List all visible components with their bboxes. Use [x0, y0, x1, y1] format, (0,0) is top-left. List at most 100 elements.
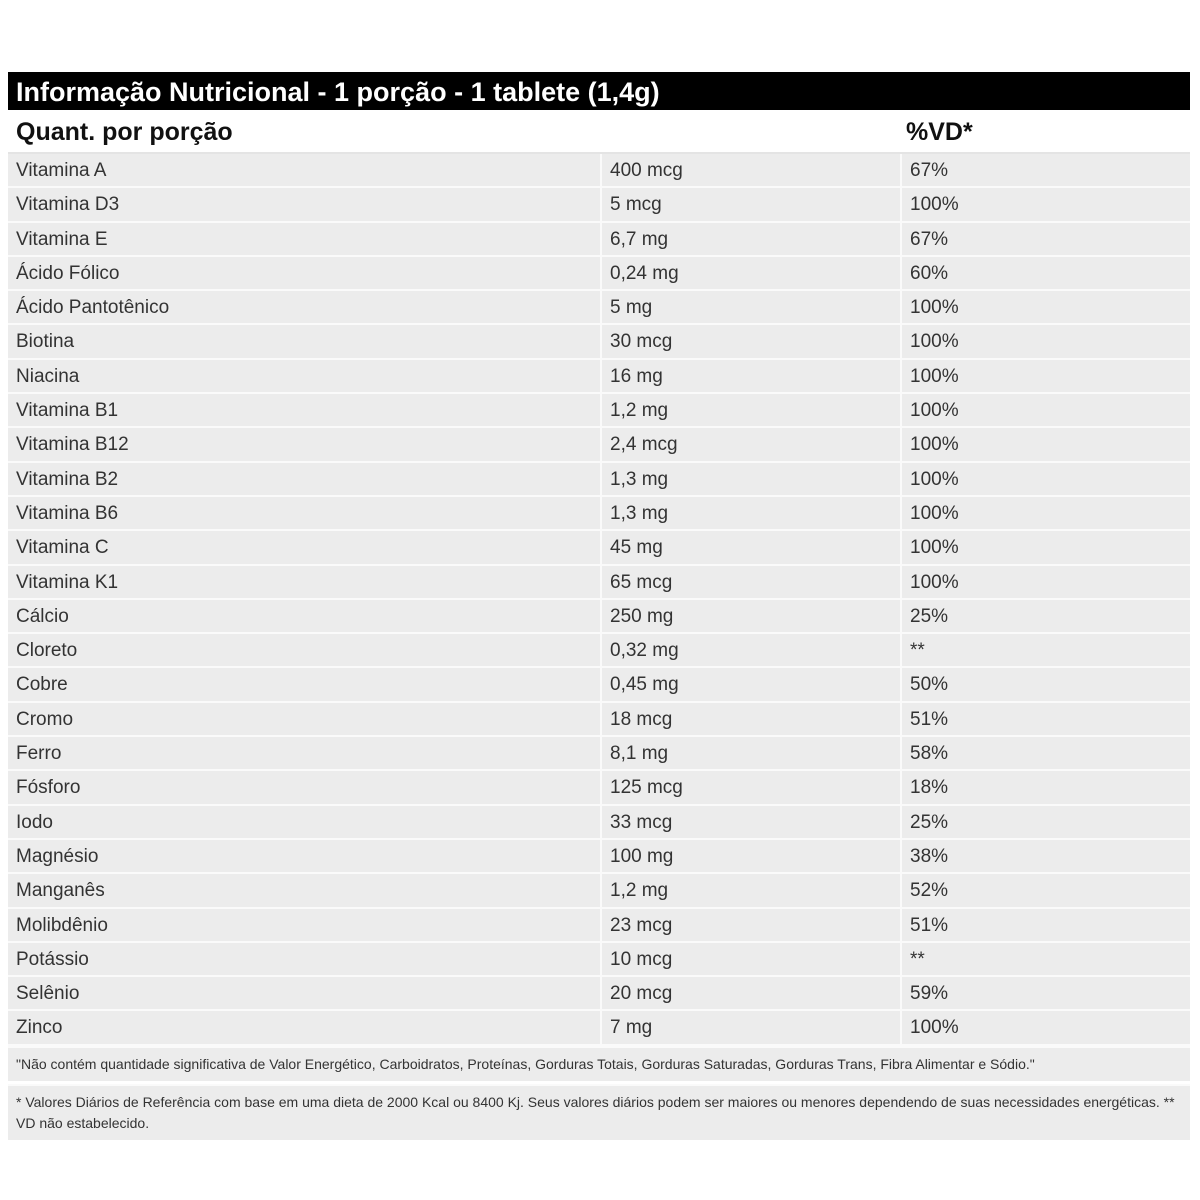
nutrient-amount: 400 mcg — [600, 154, 900, 187]
table-row: Vitamina E 6,7 mg 67% — [8, 222, 1190, 257]
table-row: Cobre 0,45 mg 50% — [8, 668, 1190, 703]
header-vd: %VD* — [906, 118, 973, 146]
nutrient-amount: 18 mcg — [600, 702, 900, 736]
nutrient-amount: 1,3 mg — [600, 496, 900, 530]
nutrient-amount: 16 mg — [600, 359, 900, 393]
nutrient-vd: 100% — [900, 462, 1190, 495]
nutrient-name: Cromo — [16, 708, 74, 730]
nutrient-amount: 125 mcg — [600, 771, 900, 804]
nutrition-table: Informação Nutricional - 1 porção - 1 ta… — [8, 72, 1190, 1140]
table-row: Cromo 18 mcg 51% — [8, 702, 1190, 738]
nutrient-vd: 58% — [900, 737, 1190, 770]
table-row: Ácido Fólico 0,24 mg 60% — [8, 256, 1190, 292]
nutrient-amount: 6,7 mg — [600, 222, 900, 255]
table-row: Vitamina C 45 mg 100% — [8, 531, 1190, 566]
nutrient-amount: 7 mg — [600, 1011, 900, 1044]
nutrient-amount: 5 mcg — [600, 188, 900, 221]
nutrient-name: Potássio — [16, 948, 89, 970]
nutrient-vd: 100% — [900, 325, 1190, 358]
nutrient-amount: 100 mg — [600, 839, 900, 873]
nutrient-name: Vitamina E — [16, 228, 108, 250]
nutrient-name: Ácido Pantotênico — [16, 297, 170, 319]
nutrient-vd: 100% — [900, 394, 1190, 427]
nutrient-amount: 45 mg — [600, 531, 900, 564]
nutrient-amount: 20 mcg — [600, 977, 900, 1010]
nutrient-vd: 38% — [900, 839, 1190, 873]
nutrient-vd: 51% — [900, 702, 1190, 736]
header-quantity: Quant. por porção — [16, 118, 233, 146]
nutrient-amount: 250 mg — [600, 599, 900, 633]
table-row: Vitamina K1 65 mcg 100% — [8, 565, 1190, 600]
nutrient-amount: 1,2 mg — [600, 394, 900, 427]
nutrient-amount: 0,45 mg — [600, 668, 900, 701]
nutrient-vd: 25% — [900, 599, 1190, 633]
nutrient-name: Zinco — [16, 1017, 63, 1039]
nutrient-amount: 0,24 mg — [600, 256, 900, 290]
nutrient-name: Vitamina A — [16, 160, 107, 181]
table-row: Cálcio 250 mg 25% — [8, 599, 1190, 635]
nutrient-name: Biotina — [16, 331, 75, 353]
nutrient-name: Ácido Fólico — [16, 262, 120, 284]
nutrient-name: Vitamina K1 — [16, 571, 119, 593]
nutrient-name: Niacina — [16, 365, 80, 387]
nutrient-vd: 18% — [900, 771, 1190, 804]
table-row: Biotina 30 mcg 100% — [8, 325, 1190, 360]
nutrient-vd: 100% — [900, 531, 1190, 564]
nutrient-vd: 67% — [900, 222, 1190, 255]
nutrient-amount: 30 mcg — [600, 325, 900, 358]
nutrient-name: Cálcio — [16, 605, 69, 627]
table-row: Zinco 7 mg 100% — [8, 1011, 1190, 1046]
table-row: Niacina 16 mg 100% — [8, 359, 1190, 395]
header-amount — [600, 110, 898, 152]
table-row: Vitamina B1 1,2 mg 100% — [8, 394, 1190, 429]
nutrient-amount: 1,3 mg — [600, 462, 900, 495]
nutrient-vd: 59% — [900, 977, 1190, 1010]
table-row: Molibdênio 23 mcg 51% — [8, 908, 1190, 943]
nutrient-name: Vitamina C — [16, 537, 109, 559]
nutrient-vd: 100% — [900, 188, 1190, 221]
nutrient-vd: 60% — [900, 256, 1190, 290]
table-row: Vitamina B12 2,4 mcg 100% — [8, 428, 1190, 463]
nutrient-vd: 50% — [900, 668, 1190, 701]
nutrient-name: Vitamina B6 — [16, 502, 119, 524]
nutrient-vd: 100% — [900, 428, 1190, 461]
nutrient-name: Vitamina B12 — [16, 434, 129, 456]
table-row: Iodo 33 mcg 25% — [8, 805, 1190, 840]
nutrient-name: Selênio — [16, 983, 80, 1005]
nutrient-vd: 100% — [900, 291, 1190, 324]
nutrient-name: Vitamina D3 — [16, 194, 120, 216]
nutrient-vd: ** — [900, 634, 1190, 667]
table-row: Ferro 8,1 mg 58% — [8, 737, 1190, 772]
nutrient-amount: 8,1 mg — [600, 737, 900, 770]
nutrient-vd: ** — [900, 942, 1190, 976]
nutrient-name: Cobre — [16, 674, 68, 696]
table-body: Vitamina A 400 mcg 67% Vitamina D3 5 mcg 100%… — [8, 154, 1190, 1046]
table-row: Selênio 20 mcg 59% — [8, 977, 1190, 1012]
nutrient-vd: 25% — [900, 805, 1190, 838]
nutrient-amount: 10 mcg — [600, 942, 900, 976]
nutrient-amount: 5 mg — [600, 291, 900, 324]
nutrient-amount: 65 mcg — [600, 565, 900, 598]
table-row: Ácido Pantotênico 5 mg 100% — [8, 291, 1190, 326]
nutrient-name: Magnésio — [16, 845, 99, 867]
table-row: Fósforo 125 mcg 18% — [8, 771, 1190, 806]
table-title: Informação Nutricional - 1 porção - 1 ta… — [8, 72, 1190, 110]
table-row: Manganês 1,2 mg 52% — [8, 874, 1190, 909]
nutrient-vd: 52% — [900, 874, 1190, 907]
table-row: Potássio 10 mcg ** — [8, 942, 1190, 978]
nutrient-name: Iodo — [16, 811, 53, 833]
nutrient-name: Manganês — [16, 880, 105, 902]
nutrient-vd: 67% — [900, 154, 1190, 187]
table-row: Vitamina A 400 mcg 67% — [8, 154, 1190, 189]
footnote-not-significant: "Não contém quantidade significativa de … — [8, 1045, 1190, 1081]
nutrient-name: Vitamina B1 — [16, 400, 119, 422]
table-row: Magnésio 100 mg 38% — [8, 839, 1190, 875]
footnote-daily-values: * Valores Diários de Referência com base… — [8, 1083, 1190, 1140]
nutrient-amount: 0,32 mg — [600, 634, 900, 667]
nutrient-name: Cloreto — [16, 640, 78, 662]
table-row: Vitamina B6 1,3 mg 100% — [8, 496, 1190, 532]
nutrient-name: Fósforo — [16, 777, 81, 799]
nutrient-vd: 100% — [900, 565, 1190, 598]
table-header: Quant. por porção %VD* — [8, 110, 1190, 154]
nutrient-amount: 2,4 mcg — [600, 428, 900, 461]
